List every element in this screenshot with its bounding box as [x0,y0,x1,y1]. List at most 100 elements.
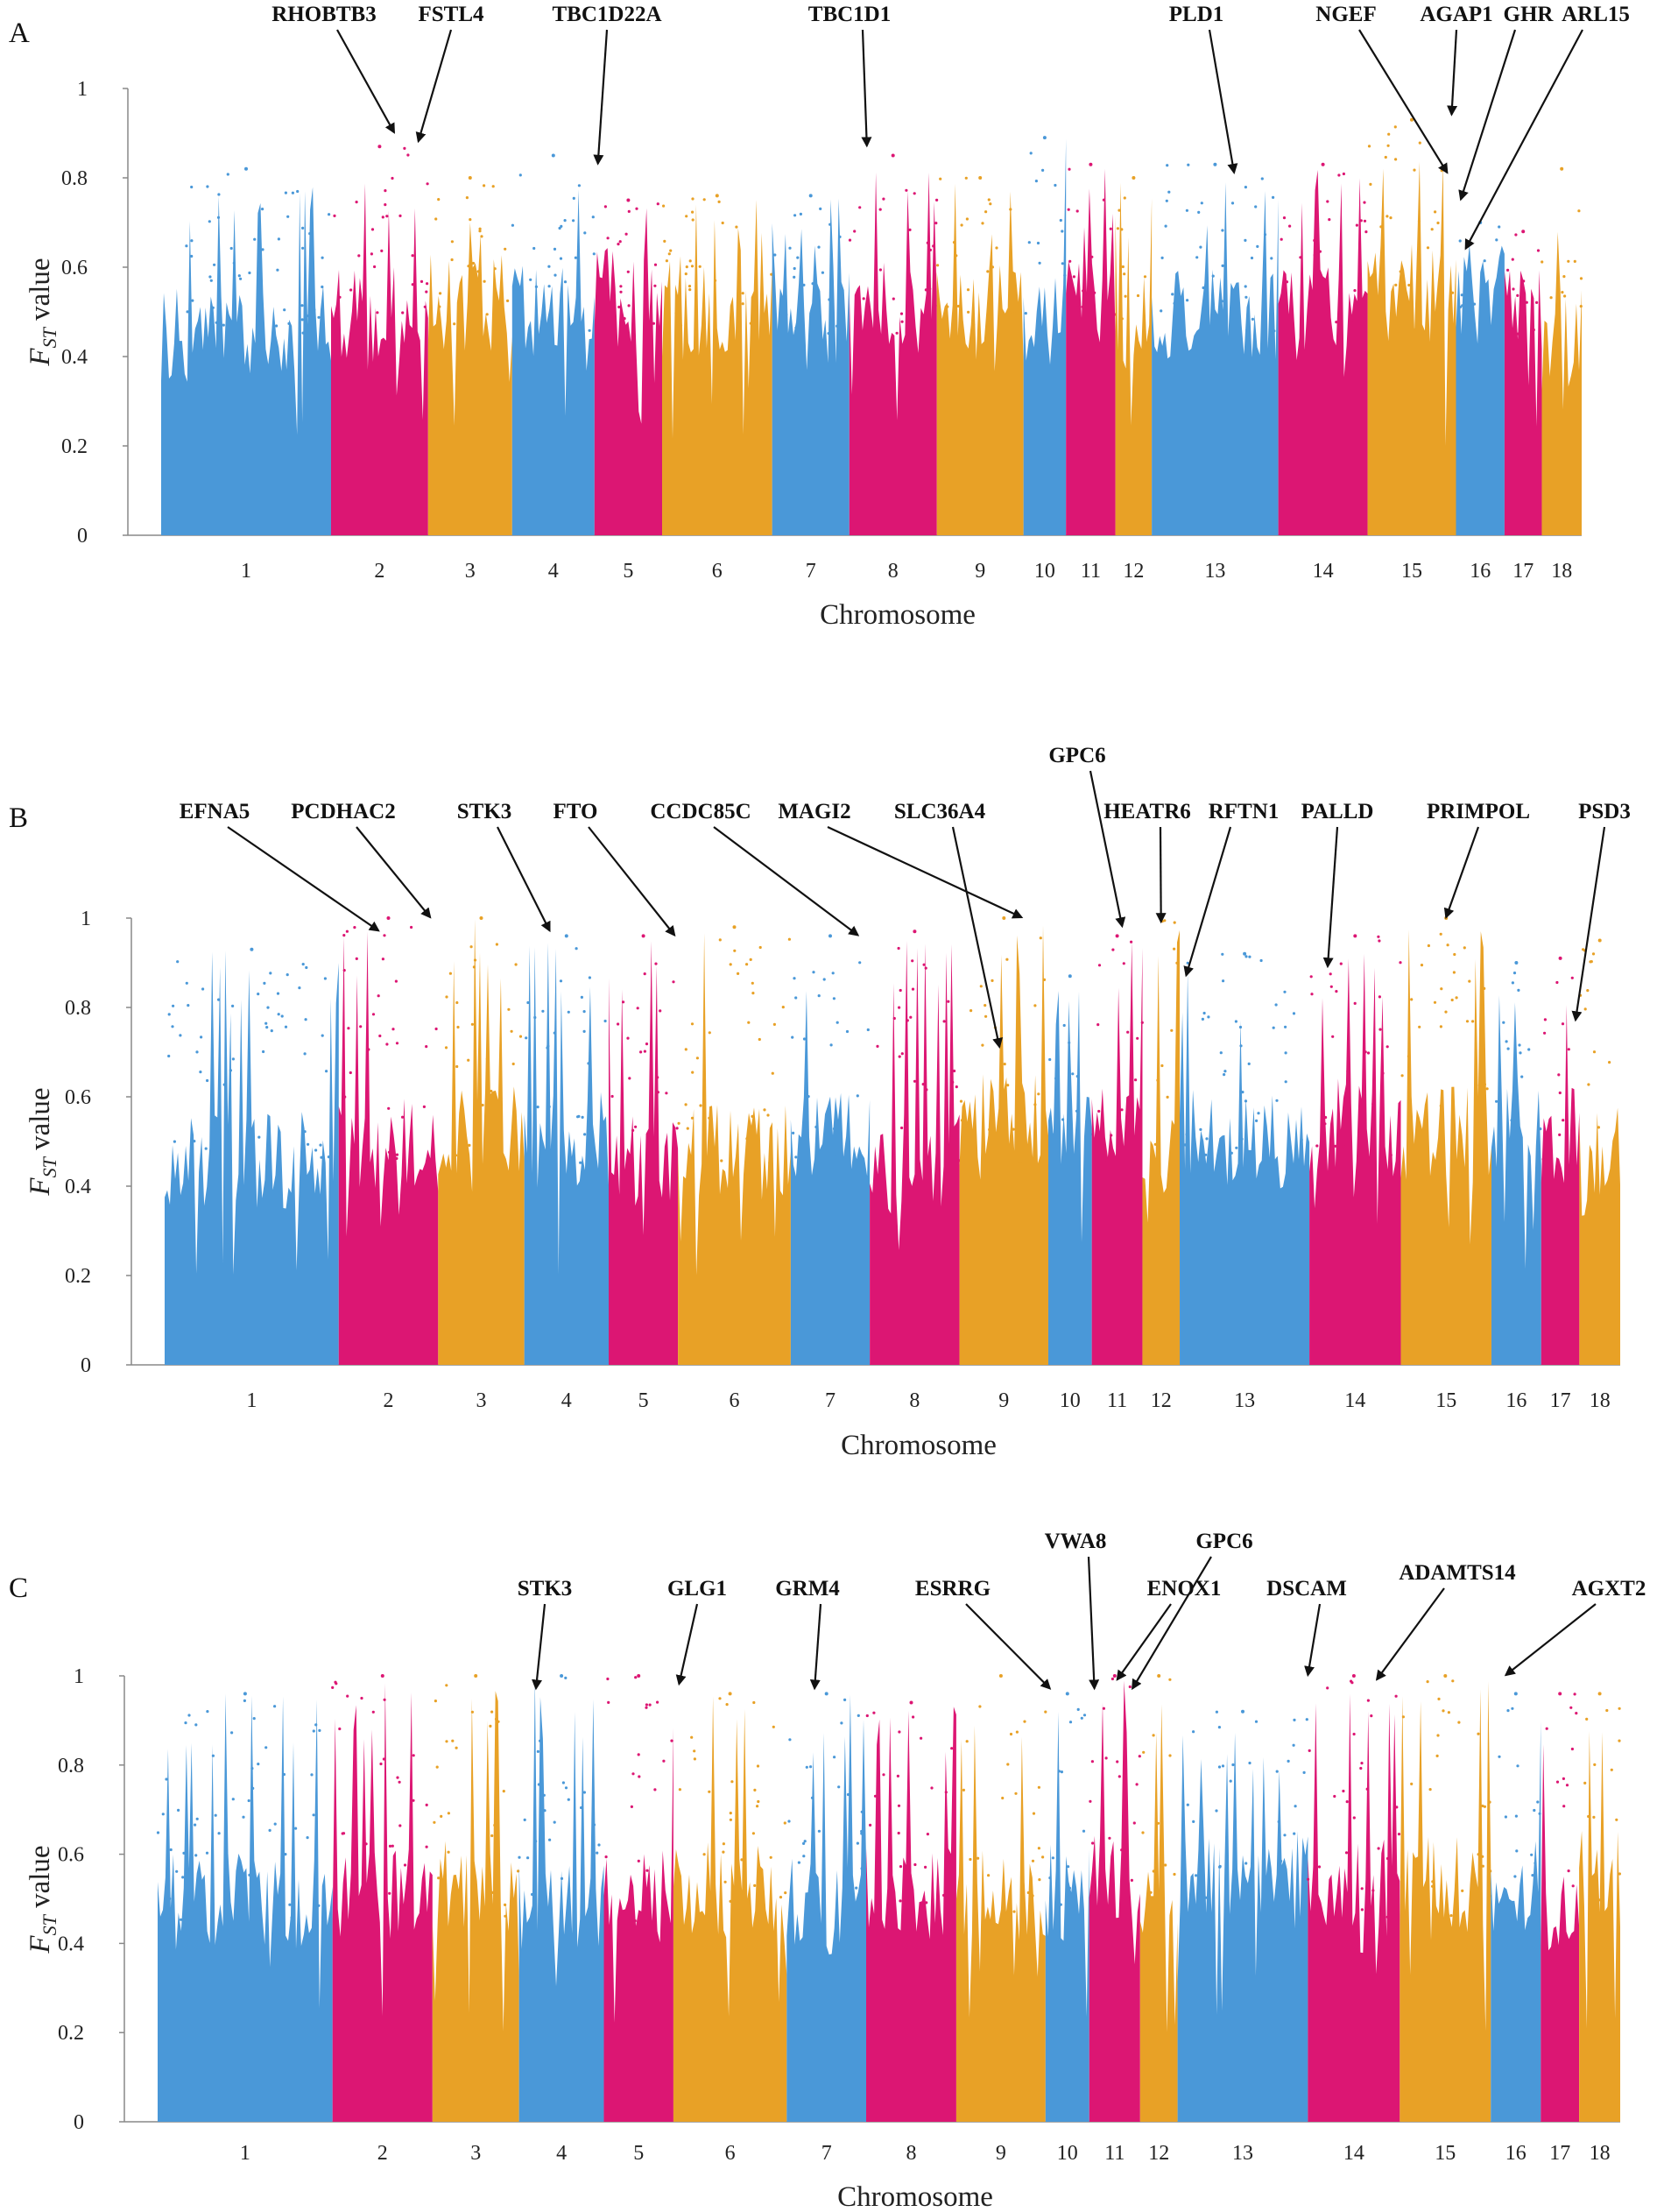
snp-point [1323,313,1327,316]
chromosome-fill [1308,1693,1400,2122]
snp-point [702,198,706,201]
snp-point [643,972,646,976]
snp-point [690,1022,694,1026]
snp-point [1428,1788,1432,1792]
snp-point [1378,995,1381,999]
snp-point [1333,1794,1336,1799]
snp-point [1048,1876,1052,1880]
snp-point [1292,1743,1295,1747]
snp-point [531,1892,534,1897]
snp-point [290,1916,293,1919]
snp-point [355,957,358,960]
peak-point [1558,956,1562,960]
snp-point [638,1775,641,1778]
snp-point [644,290,647,293]
snp-point [1011,1145,1014,1148]
chromosome-fill [158,1693,333,2122]
gene-label: MAGI2 [778,800,850,823]
snp-point [1140,1021,1144,1024]
snp-point [828,298,831,301]
snp-point [391,176,394,180]
snp-point [1093,291,1096,294]
gene-label: PRIMPOL [1427,800,1530,823]
chromosome-14 [1307,1674,1401,2122]
snp-point [965,1124,969,1127]
snp-point [986,270,990,273]
snp-point [270,1029,273,1033]
snp-point [553,1134,557,1137]
snp-point [581,1115,584,1119]
snp-point [723,1880,727,1883]
snp-point [926,1833,929,1836]
snp-point [317,315,321,319]
snp-point [944,1791,948,1794]
snp-point [1110,1677,1114,1681]
snp-point [208,275,212,279]
snp-point [1593,1763,1597,1766]
x-tick-label: 6 [725,2142,736,2165]
snp-point [1287,1759,1290,1763]
snp-point [504,1914,507,1918]
snp-point [1136,293,1140,298]
y-tick-label: 0 [77,525,88,548]
snp-point [969,1009,973,1013]
snp-point [470,1022,475,1026]
snp-point [1318,250,1322,253]
snp-point [1410,1782,1414,1785]
snp-point [1511,1707,1514,1710]
snp-point [1430,228,1434,231]
x-tick-label: 2 [377,2142,388,2165]
snp-point [1048,1057,1052,1062]
snp-point [626,270,630,273]
snp-point [892,1016,896,1021]
snp-point [729,1812,732,1815]
snp-point [563,280,568,284]
snp-point [303,1052,307,1056]
snp-point [536,1106,539,1109]
snp-point [511,223,515,227]
gene-label: CCDC85C [650,800,751,823]
snp-point [237,274,241,278]
snp-point [411,254,414,258]
snp-point [1245,329,1249,332]
snp-point [434,1027,438,1031]
snp-point [1284,1025,1287,1028]
gene-label: RFTN1 [1209,800,1280,823]
snp-point [1543,1031,1547,1035]
chromosome-7 [790,934,871,1365]
snp-point [370,228,375,231]
snp-point [1221,229,1224,232]
gene-label: ARL15 [1562,3,1630,26]
snp-point [989,283,992,286]
snp-point [1481,1864,1484,1868]
chromosome-8 [865,1700,956,2122]
snp-point [793,275,796,279]
x-tick-label: 7 [825,1389,836,1412]
snp-point [277,1013,280,1016]
panel-letter: C [9,1572,28,1604]
snp-point [1075,1109,1079,1113]
snp-point [1037,1092,1040,1096]
snp-point [1165,199,1168,202]
snp-point [250,1767,254,1770]
snp-point [924,288,927,292]
snp-point [1136,1036,1139,1040]
snp-point [165,1777,168,1781]
snp-point [1516,1764,1519,1768]
snp-point [928,287,932,291]
snp-point [300,318,304,322]
snp-point [1367,145,1371,148]
snp-point [1591,952,1596,956]
snp-point [1250,256,1254,260]
peak-point [909,1700,913,1705]
snp-point [1498,225,1501,229]
snp-point [1254,1720,1259,1723]
gene-label: ESRRG [915,1577,991,1601]
snp-point [185,981,188,985]
snp-point [1558,1133,1562,1136]
snp-point [1420,964,1424,967]
snp-point [1418,1025,1421,1028]
snp-point [1481,1804,1484,1808]
snp-point [383,1698,386,1701]
